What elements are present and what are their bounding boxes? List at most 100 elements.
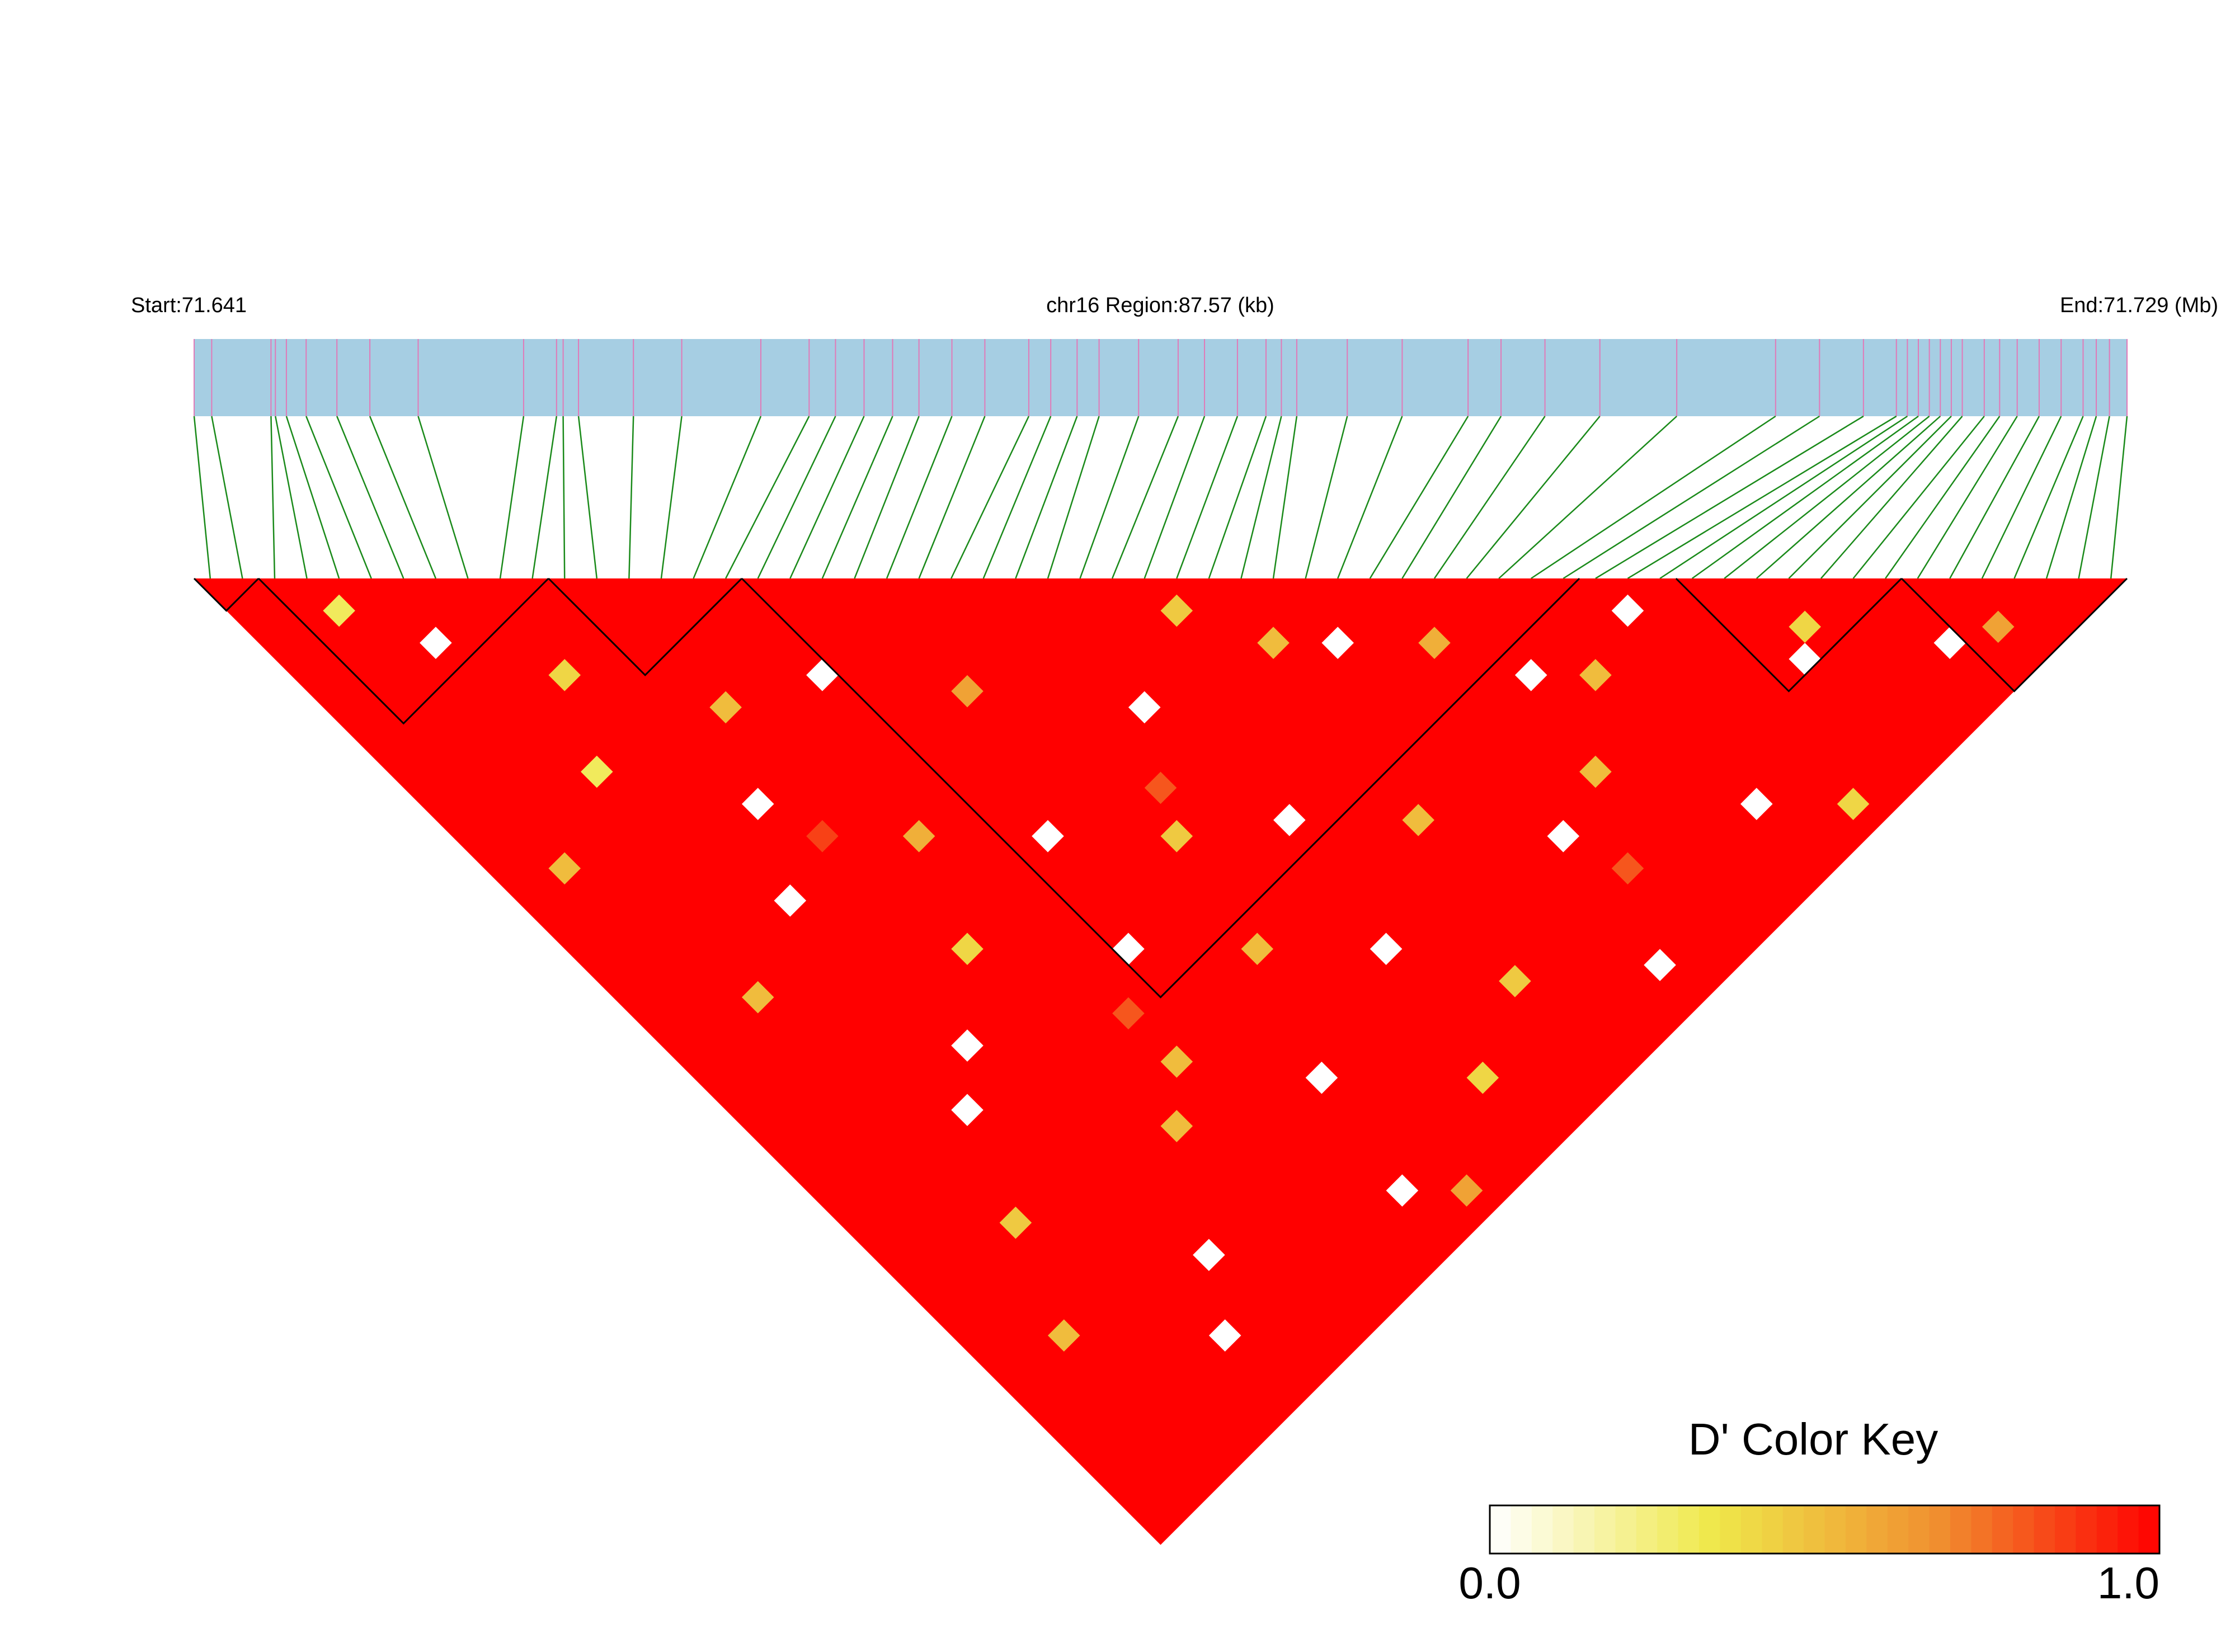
ld-cell <box>1466 1061 1499 1094</box>
snp-link <box>982 416 1052 579</box>
snp-link <box>951 416 1030 579</box>
snp-link <box>757 416 836 579</box>
snp-link <box>1240 416 1282 579</box>
ld-cell <box>1047 1319 1080 1352</box>
snp-link <box>1208 416 1267 579</box>
snp-link <box>1885 416 2001 579</box>
ld-block <box>1900 577 2128 693</box>
ld-cell <box>581 755 613 788</box>
snp-link <box>336 416 404 579</box>
snp-link <box>1659 415 1908 580</box>
ld-cell <box>548 852 581 885</box>
snp-link <box>2013 416 2084 579</box>
key-title: D' Color Key <box>1688 1414 1938 1464</box>
ld-block <box>548 577 742 676</box>
ld-cell <box>1514 658 1547 691</box>
ld-block <box>1675 577 1902 693</box>
region-bar <box>194 339 2127 416</box>
snp-link <box>1176 416 1239 579</box>
snp-link <box>1627 415 1897 580</box>
start-label: Start:71.641 <box>131 294 247 317</box>
snp-link <box>1433 416 1546 579</box>
snp-link <box>2078 416 2110 579</box>
key-swatch <box>2096 1505 2119 1554</box>
ld-cell <box>1321 627 1354 659</box>
key-swatch <box>1992 1505 2014 1554</box>
ld-block <box>741 577 1580 999</box>
ld-block <box>193 577 260 612</box>
snp-link <box>1917 416 2018 579</box>
snp-link <box>854 416 920 579</box>
snp-link <box>1852 416 1985 579</box>
ld-cell <box>774 884 807 917</box>
ld-cell <box>1241 933 1274 965</box>
snp-link <box>1337 416 1403 579</box>
ld-cell <box>1370 933 1403 965</box>
snp-link <box>1981 416 2062 579</box>
key-swatch <box>1804 1505 1825 1554</box>
ld-cell <box>420 627 452 659</box>
ld-cell <box>1144 771 1177 804</box>
ld-cell <box>1257 627 1290 659</box>
ld-cell <box>1418 627 1451 659</box>
snp-link <box>1466 416 1601 579</box>
ld-cell <box>951 933 984 965</box>
ld-cell <box>1160 1110 1193 1142</box>
key-swatch <box>2013 1505 2035 1554</box>
ld-cell <box>741 788 774 820</box>
ld-cell <box>951 1029 984 1062</box>
snp-link <box>693 416 762 579</box>
key-swatch <box>2034 1505 2055 1554</box>
snp-link <box>531 416 558 579</box>
snp-link <box>275 416 308 579</box>
ld-cell <box>1579 755 1612 788</box>
snp-link <box>660 416 683 579</box>
key-swatch <box>1720 1505 1742 1554</box>
key-swatch <box>1594 1505 1616 1554</box>
snp-link <box>211 416 243 579</box>
ld-cell <box>999 1206 1032 1239</box>
ld-cell <box>1611 594 1644 627</box>
end-label: End:71.729 (Mb) <box>2060 294 2218 317</box>
ld-cell <box>709 691 742 724</box>
key-swatch <box>1740 1505 1763 1554</box>
ld-cell <box>1160 1045 1193 1078</box>
region-label: chr16 Region:87.57 (kb) <box>1046 294 1274 317</box>
key-tick-label: 1.0 <box>2097 1558 2159 1608</box>
key-swatch <box>1699 1505 1721 1554</box>
ld-cell <box>1837 788 1870 820</box>
ld-cell <box>1579 658 1612 691</box>
snp-link <box>417 416 469 579</box>
key-swatch <box>1490 1505 1512 1554</box>
ld-cell <box>1740 788 1773 820</box>
ld-cell <box>1402 804 1434 836</box>
key-swatch <box>1929 1505 1951 1554</box>
ld-cell <box>1305 1061 1338 1094</box>
snp-link <box>789 416 865 579</box>
ld-cell <box>1160 820 1193 853</box>
ld-cell <box>1273 804 1306 836</box>
key-swatch <box>1615 1505 1637 1554</box>
snp-link <box>1047 416 1100 579</box>
ld-cell <box>951 675 984 708</box>
key-swatch <box>1657 1505 1679 1554</box>
snp-link <box>1531 415 1776 580</box>
ld-cell <box>1982 610 2015 643</box>
key-swatch <box>1908 1505 1930 1554</box>
key-swatch <box>1573 1505 1596 1554</box>
ld-cell <box>1112 997 1145 1030</box>
snp-link <box>1369 416 1469 579</box>
key-swatch <box>1866 1505 1888 1554</box>
snp-link <box>1691 415 1919 580</box>
snp-link <box>1305 416 1348 579</box>
ld-cell <box>1450 1174 1483 1207</box>
snp-link <box>1401 416 1502 579</box>
ld-cell <box>1499 965 1531 997</box>
snp-link <box>1788 416 1952 579</box>
key-tick-label: 0.0 <box>1458 1558 1521 1608</box>
key-swatch <box>1678 1505 1700 1554</box>
snp-link <box>1595 415 1864 580</box>
ld-cell <box>1644 949 1676 981</box>
snp-link <box>499 416 525 579</box>
snp-link <box>1756 416 1941 579</box>
